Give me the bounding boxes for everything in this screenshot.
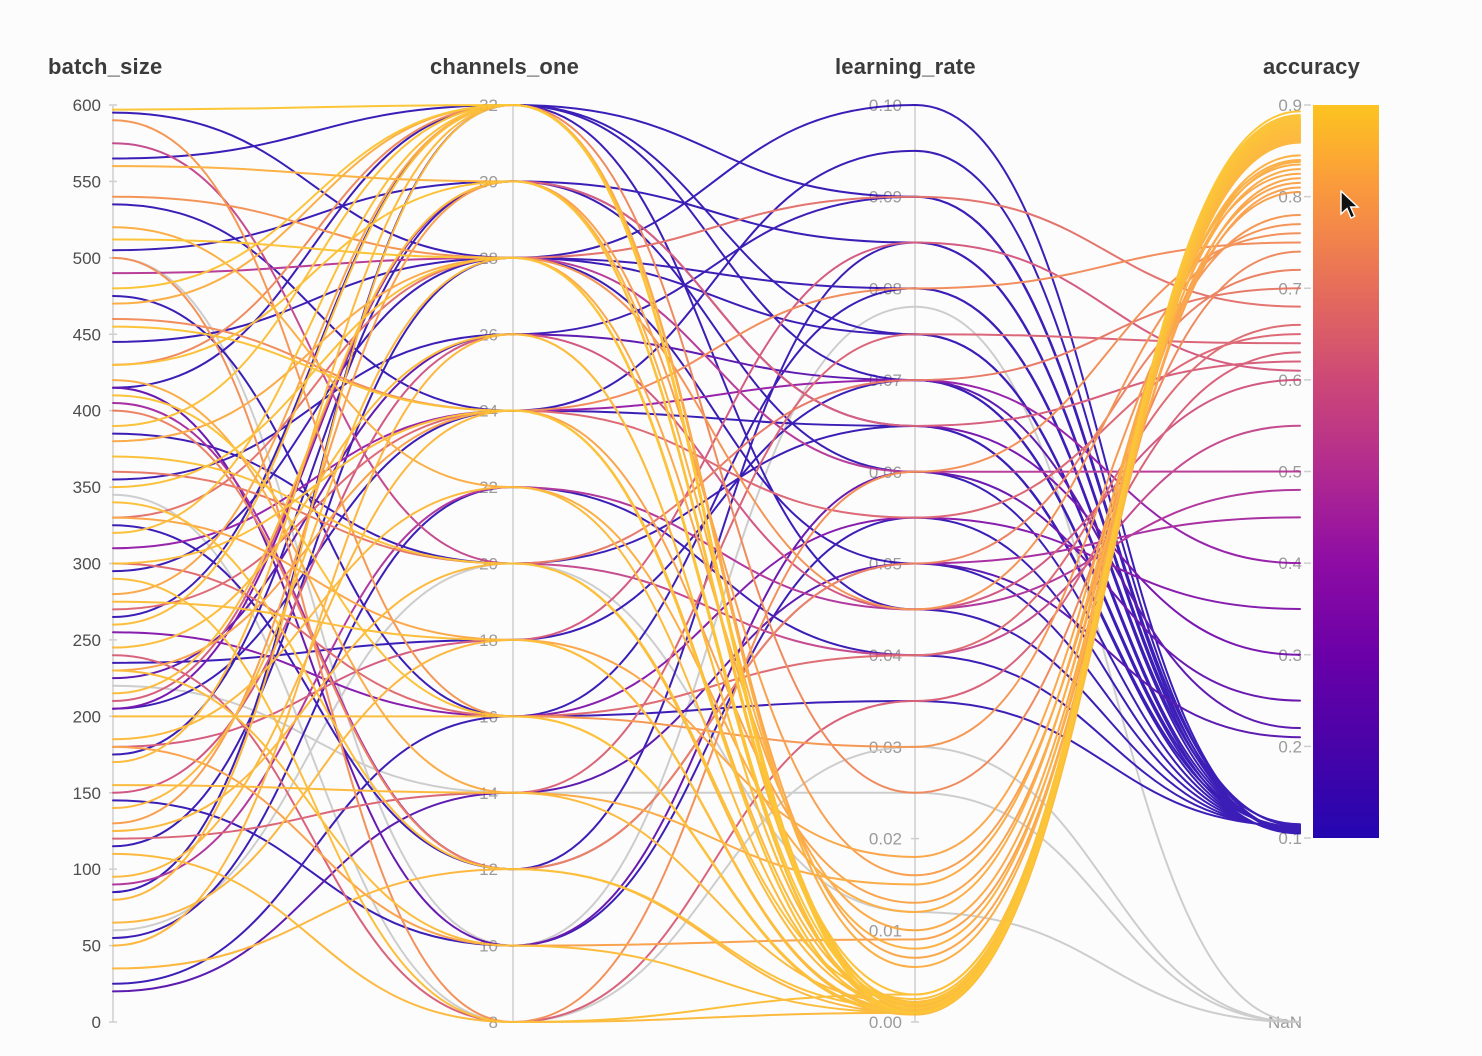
tick-label: 400 xyxy=(73,402,101,421)
run-line[interactable] xyxy=(112,168,1301,932)
tick-label: 300 xyxy=(73,555,101,574)
run-line[interactable] xyxy=(112,562,1301,1023)
run-line[interactable] xyxy=(112,154,1301,950)
tick-label: 200 xyxy=(73,707,101,726)
run-line[interactable] xyxy=(112,562,1301,993)
run-line[interactable] xyxy=(112,379,1301,565)
tick-label: 150 xyxy=(73,784,101,803)
run-line[interactable] xyxy=(112,700,1301,985)
run-line[interactable] xyxy=(112,333,1301,730)
tick-label: 0.02 xyxy=(869,830,902,849)
tick-label: 250 xyxy=(73,631,101,650)
run-line[interactable] xyxy=(112,103,1301,834)
tick-label: 0 xyxy=(92,1013,101,1032)
tick-label: 350 xyxy=(73,478,101,497)
run-lines-group[interactable] xyxy=(112,103,1301,1024)
tick-label: 0.2 xyxy=(1278,737,1302,756)
tick-label: 550 xyxy=(73,172,101,191)
run-line[interactable] xyxy=(112,386,1301,947)
run-line[interactable] xyxy=(112,103,1301,1014)
tick-label: 450 xyxy=(73,325,101,344)
run-line[interactable] xyxy=(112,180,1301,832)
run-line[interactable] xyxy=(112,195,1301,611)
run-line[interactable] xyxy=(112,180,1301,832)
tick-label: 600 xyxy=(73,96,101,115)
run-line[interactable] xyxy=(112,241,1301,412)
run-line[interactable] xyxy=(112,333,1301,840)
tick-label: 100 xyxy=(73,860,101,879)
axis-title-batch-size[interactable]: batch_size xyxy=(48,54,163,79)
tick-label: 500 xyxy=(73,249,101,268)
run-line[interactable] xyxy=(112,195,1301,519)
tick-label: 0.9 xyxy=(1278,96,1302,115)
run-line[interactable] xyxy=(112,256,1301,826)
tick-label: 0.01 xyxy=(869,921,902,940)
axis-title-channels-one[interactable]: channels_one xyxy=(430,54,580,79)
run-line[interactable] xyxy=(112,256,1301,848)
tick-label: 8 xyxy=(489,1013,498,1032)
accuracy-colorbar[interactable] xyxy=(1313,105,1379,838)
run-line[interactable] xyxy=(112,287,1301,565)
tick-label: 50 xyxy=(82,937,101,956)
run-line[interactable] xyxy=(112,351,1301,1024)
run-line[interactable] xyxy=(112,256,1301,473)
tick-label: 0.00 xyxy=(869,1013,902,1032)
run-line[interactable] xyxy=(112,268,1301,871)
run-line[interactable] xyxy=(112,516,1301,947)
run-line[interactable] xyxy=(112,256,1301,830)
axis-title-accuracy[interactable]: accuracy xyxy=(1263,54,1361,79)
axis-title-learning-rate[interactable]: learning_rate xyxy=(835,54,976,79)
run-line[interactable] xyxy=(112,684,1301,1023)
run-line[interactable] xyxy=(112,149,1301,833)
run-line[interactable] xyxy=(112,287,1301,831)
